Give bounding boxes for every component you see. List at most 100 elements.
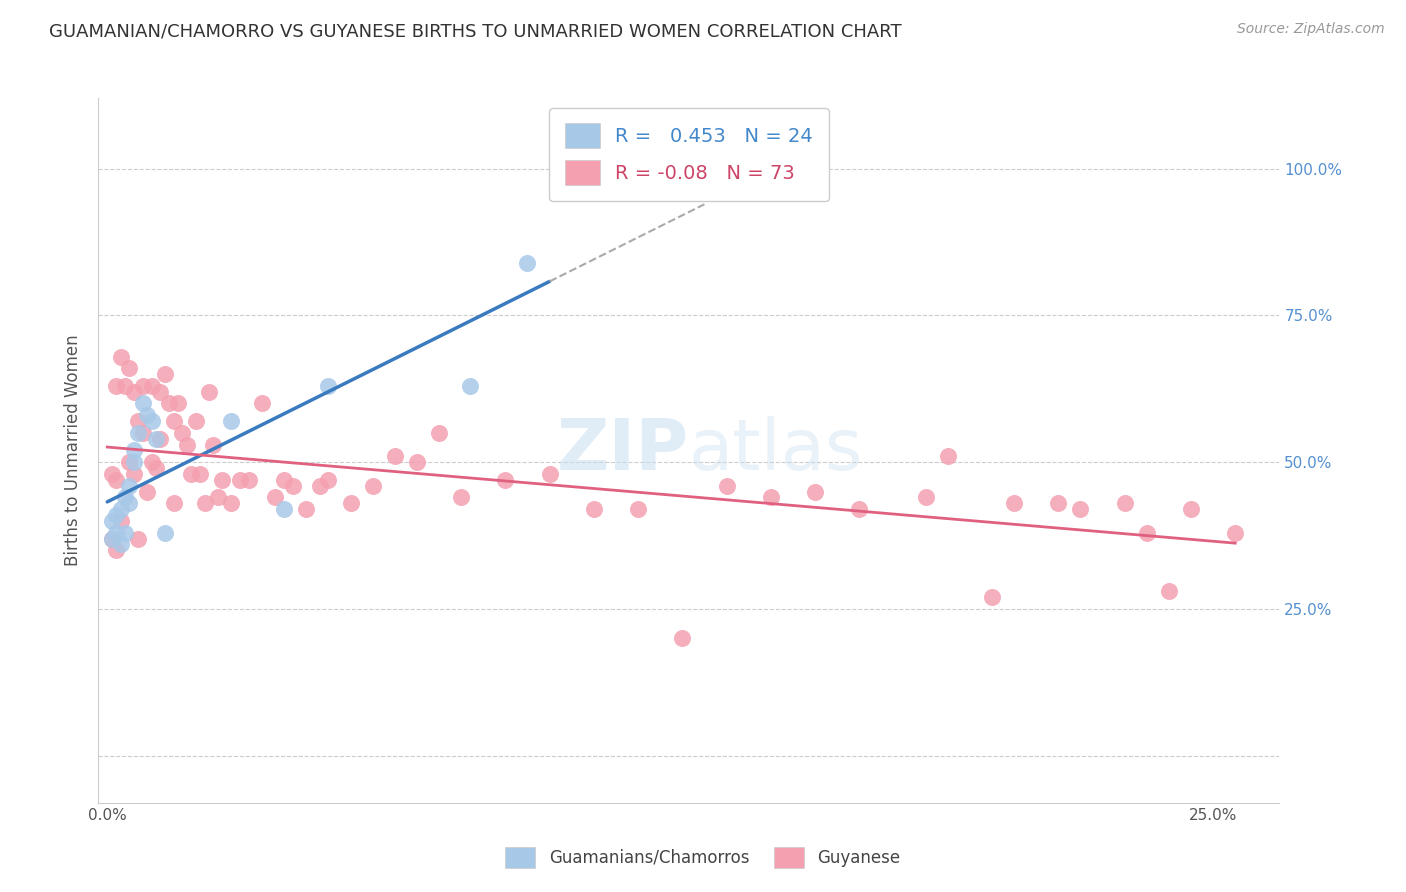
Point xyxy=(162,496,184,510)
Point xyxy=(384,450,406,464)
Point xyxy=(105,473,128,487)
Point xyxy=(250,396,273,410)
Point xyxy=(450,491,472,505)
Point xyxy=(110,537,132,551)
Point xyxy=(127,425,149,440)
Point xyxy=(136,409,159,423)
Point xyxy=(1047,496,1070,510)
Point xyxy=(176,437,198,451)
Point xyxy=(1225,525,1247,540)
Point xyxy=(427,425,450,440)
Legend: R =   0.453   N = 24, R = -0.08   N = 73: R = 0.453 N = 24, R = -0.08 N = 73 xyxy=(550,108,828,201)
Point xyxy=(118,455,141,469)
Point xyxy=(188,467,211,481)
Point xyxy=(716,478,738,492)
Point xyxy=(145,432,167,446)
Point xyxy=(100,514,122,528)
Point xyxy=(318,379,340,393)
Point xyxy=(110,350,132,364)
Point xyxy=(194,496,217,510)
Point xyxy=(136,484,159,499)
Point xyxy=(198,384,221,399)
Point xyxy=(627,502,650,516)
Point xyxy=(1136,525,1159,540)
Point xyxy=(219,496,242,510)
Point xyxy=(118,496,141,510)
Point xyxy=(494,473,516,487)
Point xyxy=(122,384,145,399)
Point xyxy=(105,525,128,540)
Point xyxy=(114,379,136,393)
Point xyxy=(281,478,304,492)
Point xyxy=(211,473,233,487)
Legend: Guamanians/Chamorros, Guyanese: Guamanians/Chamorros, Guyanese xyxy=(499,840,907,875)
Point xyxy=(538,467,561,481)
Point xyxy=(114,491,136,505)
Point xyxy=(516,255,538,269)
Point xyxy=(131,396,153,410)
Point xyxy=(207,491,229,505)
Point xyxy=(122,455,145,469)
Point xyxy=(273,502,295,516)
Point xyxy=(105,543,128,558)
Point xyxy=(149,432,172,446)
Point xyxy=(238,473,260,487)
Point xyxy=(848,502,870,516)
Point xyxy=(118,361,141,376)
Point xyxy=(318,473,340,487)
Point xyxy=(229,473,252,487)
Point xyxy=(105,508,128,522)
Point xyxy=(936,450,959,464)
Point xyxy=(1157,584,1180,599)
Point xyxy=(157,396,180,410)
Point xyxy=(308,478,330,492)
Point xyxy=(1180,502,1202,516)
Point xyxy=(671,632,693,646)
Point xyxy=(295,502,318,516)
Point xyxy=(167,396,190,410)
Point xyxy=(162,414,184,428)
Point xyxy=(339,496,361,510)
Point xyxy=(127,532,149,546)
Point xyxy=(671,179,693,194)
Point xyxy=(582,502,605,516)
Point xyxy=(100,532,122,546)
Point xyxy=(804,484,827,499)
Text: GUAMANIAN/CHAMORRO VS GUYANESE BIRTHS TO UNMARRIED WOMEN CORRELATION CHART: GUAMANIAN/CHAMORRO VS GUYANESE BIRTHS TO… xyxy=(49,22,901,40)
Point xyxy=(1002,496,1025,510)
Y-axis label: Births to Unmarried Women: Births to Unmarried Women xyxy=(65,334,83,566)
Point xyxy=(1069,502,1091,516)
Point xyxy=(141,379,163,393)
Point xyxy=(458,379,481,393)
Point xyxy=(110,514,132,528)
Point xyxy=(105,379,128,393)
Point xyxy=(914,491,936,505)
Point xyxy=(141,414,163,428)
Point xyxy=(759,491,782,505)
Point xyxy=(131,425,153,440)
Text: Source: ZipAtlas.com: Source: ZipAtlas.com xyxy=(1237,22,1385,37)
Point xyxy=(361,478,384,492)
Point xyxy=(406,455,429,469)
Point xyxy=(264,491,287,505)
Point xyxy=(145,461,167,475)
Point xyxy=(184,414,207,428)
Point xyxy=(172,425,194,440)
Point xyxy=(100,467,122,481)
Point xyxy=(122,467,145,481)
Point xyxy=(153,525,176,540)
Point xyxy=(981,591,1004,605)
Text: atlas: atlas xyxy=(689,416,863,485)
Text: ZIP: ZIP xyxy=(557,416,689,485)
Point xyxy=(1114,496,1136,510)
Point xyxy=(219,414,242,428)
Point xyxy=(180,467,202,481)
Point xyxy=(122,443,145,458)
Point xyxy=(114,525,136,540)
Point xyxy=(273,473,295,487)
Point xyxy=(100,532,122,546)
Point xyxy=(141,455,163,469)
Point xyxy=(110,502,132,516)
Point xyxy=(118,478,141,492)
Point xyxy=(149,384,172,399)
